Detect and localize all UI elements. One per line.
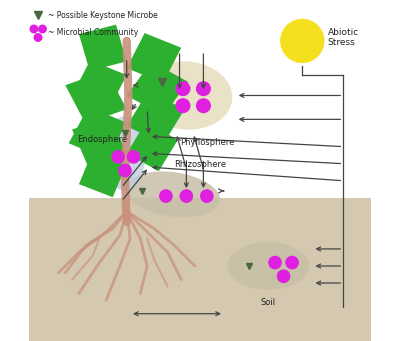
Ellipse shape xyxy=(140,61,232,130)
Circle shape xyxy=(269,256,281,269)
Circle shape xyxy=(127,151,140,163)
Text: Endosphere: Endosphere xyxy=(77,135,127,144)
Circle shape xyxy=(160,190,172,202)
Text: Soil: Soil xyxy=(261,298,276,307)
Text: ~ Possible Keystone Microbe: ~ Possible Keystone Microbe xyxy=(48,11,158,20)
Text: ~ Microbial Community: ~ Microbial Community xyxy=(48,28,138,37)
Circle shape xyxy=(30,25,38,33)
Text: Abiotic
Stress: Abiotic Stress xyxy=(328,28,359,47)
Circle shape xyxy=(119,164,131,177)
Circle shape xyxy=(286,256,298,269)
Ellipse shape xyxy=(104,116,146,191)
Circle shape xyxy=(201,190,213,202)
Bar xyxy=(30,198,370,341)
Circle shape xyxy=(196,82,210,95)
Circle shape xyxy=(180,190,192,202)
Polygon shape xyxy=(72,116,127,167)
Polygon shape xyxy=(69,107,127,159)
Polygon shape xyxy=(127,61,188,116)
Circle shape xyxy=(176,99,190,113)
Polygon shape xyxy=(127,33,181,83)
Ellipse shape xyxy=(227,242,309,290)
Circle shape xyxy=(176,82,190,95)
Polygon shape xyxy=(127,91,185,144)
Circle shape xyxy=(280,19,324,63)
Polygon shape xyxy=(65,71,127,124)
Circle shape xyxy=(34,34,42,41)
Circle shape xyxy=(39,25,46,33)
Circle shape xyxy=(196,99,210,113)
Text: Phyllosphere: Phyllosphere xyxy=(180,138,234,147)
Text: Rhizosphere: Rhizosphere xyxy=(174,160,226,169)
Circle shape xyxy=(278,270,290,282)
Ellipse shape xyxy=(125,172,220,217)
Polygon shape xyxy=(79,25,127,71)
Polygon shape xyxy=(79,151,127,197)
Circle shape xyxy=(112,151,124,163)
Polygon shape xyxy=(127,122,178,171)
Polygon shape xyxy=(72,60,127,110)
